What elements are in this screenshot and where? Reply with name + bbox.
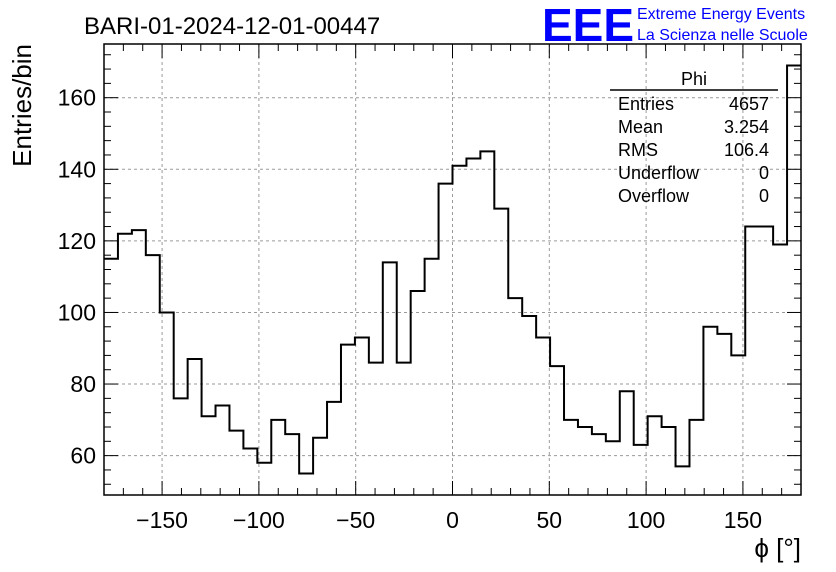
y-tick-label: 140: [58, 156, 96, 182]
grid-lines: [104, 44, 801, 495]
y-axis-label: Entries/bin: [7, 44, 37, 167]
y-tick-label: 160: [58, 85, 96, 111]
logo-mark: EEE: [542, 0, 634, 51]
stats-label: Entries: [618, 94, 674, 114]
stats-label: Overflow: [618, 186, 690, 206]
stats-value: 4657: [729, 94, 769, 114]
x-tick-label: −100: [233, 507, 285, 533]
axis-ticks: [103, 44, 802, 495]
stats-row-rms: RMS 106.4: [618, 140, 769, 160]
x-tick-label: 100: [627, 507, 665, 533]
x-tick-label: 0: [446, 507, 459, 533]
stats-label: Underflow: [618, 163, 700, 183]
eee-logo: EEE Extreme Energy Events La Scienza nel…: [542, 0, 808, 51]
x-axis-label: ϕ [°]: [754, 533, 801, 563]
logo-line-1: Extreme Energy Events: [637, 6, 805, 23]
stats-label: RMS: [618, 140, 658, 160]
stats-box: Phi Entries 4657 Mean 3.254 RMS 106.4 Un…: [610, 69, 778, 206]
tick-labels: −150 −100 −50 0 50 100 150 60 80 100 120 140 160: [58, 85, 762, 533]
logo-line-2: La Scienza nelle Scuole: [637, 27, 808, 44]
y-tick-label: 100: [58, 299, 96, 325]
stats-value: 0: [759, 186, 769, 206]
x-tick-label: −50: [336, 507, 375, 533]
x-tick-label: 150: [724, 507, 762, 533]
y-tick-label: 80: [70, 371, 96, 397]
stats-value: 0: [759, 163, 769, 183]
stats-row-mean: Mean 3.254: [618, 117, 769, 137]
chart-title: BARI-01-2024-12-01-00447: [84, 13, 380, 40]
histogram-series-line: [104, 64, 801, 475]
y-tick-label: 60: [70, 443, 96, 469]
x-tick-label: −150: [136, 507, 188, 533]
x-tick-label: 50: [537, 507, 563, 533]
stats-row-overflow: Overflow 0: [618, 186, 769, 206]
stats-row-entries: Entries 4657: [618, 94, 769, 114]
stats-row-underflow: Underflow 0: [618, 163, 769, 183]
stats-value: 3.254: [724, 117, 769, 137]
stats-title: Phi: [681, 69, 707, 89]
stats-label: Mean: [618, 117, 663, 137]
stats-value: 106.4: [724, 140, 769, 160]
y-tick-label: 120: [58, 228, 96, 254]
